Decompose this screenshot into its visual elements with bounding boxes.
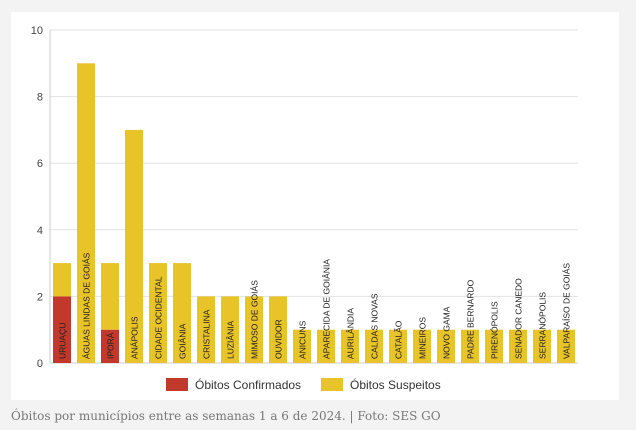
category-label: ÁGUAS LINDAS DE GOIÁS bbox=[82, 252, 92, 359]
bar-segment bbox=[437, 329, 455, 363]
bar-segment bbox=[293, 329, 311, 363]
bar-segment bbox=[53, 296, 71, 363]
stacked-bar-chart: 0 2 4 6 8 10 URUAÇU ÁGUAS LINDAS DE GOIÁS IPORÁ A… bbox=[31, 25, 578, 392]
category-label: ANICUNS bbox=[298, 320, 308, 359]
category-label: AURILÂNDIA bbox=[346, 308, 356, 359]
bar-segment bbox=[269, 296, 287, 363]
category-label: APARECIDA DE GOIÂNIA bbox=[322, 259, 332, 359]
category-label: SENADOR CANEDO bbox=[514, 278, 524, 359]
category-label: ANÁPOLIS bbox=[130, 316, 140, 359]
category-label: CRISTALINA bbox=[202, 309, 212, 359]
category-label: OUVIDOR bbox=[274, 319, 284, 359]
chart-card: 0 2 4 6 8 10 URUAÇU ÁGUAS LINDAS DE GOIÁS IPORÁ A… bbox=[11, 12, 619, 400]
bar-segment bbox=[389, 329, 407, 363]
category-label: PADRE BERNARDO bbox=[466, 279, 476, 359]
category-label: NOVO GAMA bbox=[442, 306, 452, 359]
y-tick-label: 0 bbox=[37, 358, 43, 370]
category-label: VALPARAÍSO DE GOIÁS bbox=[562, 263, 572, 359]
bar-segment bbox=[365, 329, 383, 363]
category-label: SERRANÓPOLIS bbox=[538, 292, 548, 359]
bar-segment bbox=[317, 329, 335, 363]
bar-segment bbox=[221, 296, 239, 363]
category-label: GOIÂNIA bbox=[178, 323, 188, 359]
bar-segment bbox=[77, 63, 95, 364]
category-label: IPORÁ bbox=[106, 332, 116, 359]
category-label: CIDADE OCIDENTAL bbox=[154, 276, 164, 359]
bar-segment bbox=[149, 263, 167, 363]
category-label: MIMOSO DE GOIÁS bbox=[250, 280, 260, 359]
bar-segment bbox=[197, 296, 215, 363]
y-tick-label: 2 bbox=[37, 291, 43, 303]
bar-segment bbox=[173, 263, 191, 363]
bar-segment bbox=[413, 329, 431, 363]
bar-segment bbox=[101, 329, 119, 363]
legend-swatch bbox=[166, 378, 188, 391]
category-label: URUAÇU bbox=[58, 323, 68, 359]
bar-segment bbox=[533, 329, 551, 363]
category-label: LUZIÂNIA bbox=[226, 320, 236, 359]
legend-swatch bbox=[321, 378, 343, 391]
bar-segment bbox=[53, 263, 71, 297]
category-label: PIRENÓPOLIS bbox=[490, 301, 500, 359]
category-label: CATALÃO bbox=[394, 320, 404, 359]
bar-segment bbox=[101, 263, 119, 330]
y-tick-label: 8 bbox=[37, 92, 43, 104]
bar-segment bbox=[485, 329, 503, 363]
y-tick-label: 6 bbox=[37, 158, 43, 170]
bar-segment bbox=[245, 296, 263, 363]
y-tick-label: 4 bbox=[37, 225, 43, 237]
bar-segment bbox=[461, 329, 479, 363]
chart-caption: Óbitos por municípios entre as semanas 1… bbox=[11, 409, 441, 423]
bar-segment bbox=[125, 129, 143, 363]
category-label: MINEIROS bbox=[418, 317, 428, 359]
y-tick-label: 10 bbox=[31, 25, 43, 37]
bar-segment bbox=[557, 329, 575, 363]
category-label: CALDAS NOVAS bbox=[370, 293, 380, 359]
bar-segment bbox=[509, 329, 527, 363]
legend-label: Óbitos Confirmados bbox=[195, 377, 301, 392]
bar-segment bbox=[341, 329, 359, 363]
legend-label: Óbitos Suspeitos bbox=[350, 377, 441, 392]
